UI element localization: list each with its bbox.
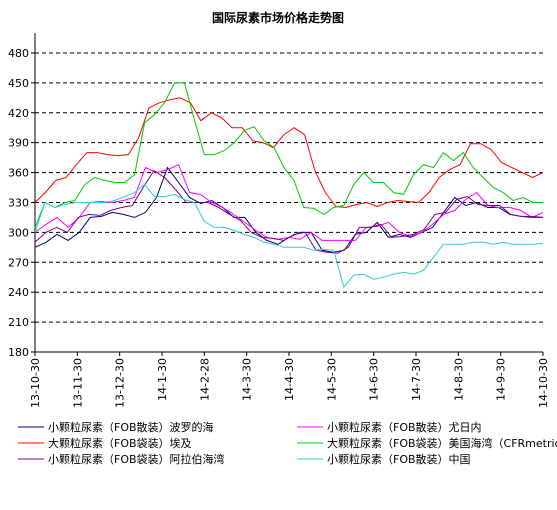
x-tick-labels: 13-10-30 13-11-30 13-12-30 14-1-30 14-2-28 14…: [29, 358, 550, 408]
legend-label: 大颗粒尿素（FOB袋装）美国海湾（CFRmetric）: [327, 436, 557, 450]
series-line-6: [34, 183, 544, 289]
x-tick-label: 14-10-30: [537, 358, 550, 408]
x-tick-label: 13-12-30: [114, 358, 127, 408]
x-tick-label: 14-9-30: [495, 358, 508, 401]
legend-label: 小颗粒尿素（FOB散装）尤日内: [327, 420, 482, 434]
x-tick-label: 13-10-30: [29, 358, 42, 408]
x-tick-label: 14-2-28: [198, 358, 211, 401]
x-tick-label: 14-3-30: [241, 358, 254, 401]
x-tick-label: 13-11-30: [71, 358, 84, 408]
x-tick-label: 14-1-30: [156, 358, 169, 401]
y-tick-label: 360: [8, 167, 29, 180]
y-tick-label: 210: [8, 316, 29, 329]
series-line-5: [34, 169, 544, 254]
x-tick-label: 14-4-30: [283, 358, 296, 401]
y-tick-label: 300: [8, 226, 29, 239]
y-tick-label: 330: [8, 196, 29, 209]
x-tick-label: 14-8-30: [452, 358, 465, 401]
gridlines: [35, 52, 543, 323]
legend: 小颗粒尿素（FOB散装）波罗的海 小颗粒尿素（FOB散装）尤日内大颗粒尿素（FOB…: [18, 420, 557, 466]
legend-label: 小颗粒尿素（FOB散装）中国: [327, 452, 471, 466]
y-tick-label: 480: [8, 47, 29, 60]
x-tick-label: 14-5-30: [325, 358, 338, 401]
y-tick-label: 270: [8, 256, 29, 269]
series-line-3: [34, 97, 544, 209]
legend-label: 小颗粒尿素（FOB散装）波罗的海: [48, 420, 214, 434]
legend-label: 小颗粒尿素（FOB袋装）阿拉伯海湾: [48, 452, 225, 466]
y-tick-label: 450: [8, 77, 29, 90]
y-tick-label: 180: [8, 346, 29, 359]
series-line-4: [34, 82, 543, 228]
y-tick-label: 390: [8, 137, 29, 150]
y-tick-labels: 180 210 240 270 300 330 360 390 420 450 480: [8, 47, 29, 359]
data-series: [34, 82, 544, 289]
y-tick-label: 240: [8, 286, 29, 299]
chart-title: 国际尿素市场价格走势图: [212, 10, 344, 25]
y-tick-label: 420: [8, 107, 29, 120]
axes: [31, 33, 544, 356]
x-tick-label: 14-7-30: [410, 358, 423, 401]
x-tick-label: 14-6-30: [368, 358, 381, 401]
legend-label: 大颗粒尿素（FOB袋装）埃及: [48, 436, 192, 450]
